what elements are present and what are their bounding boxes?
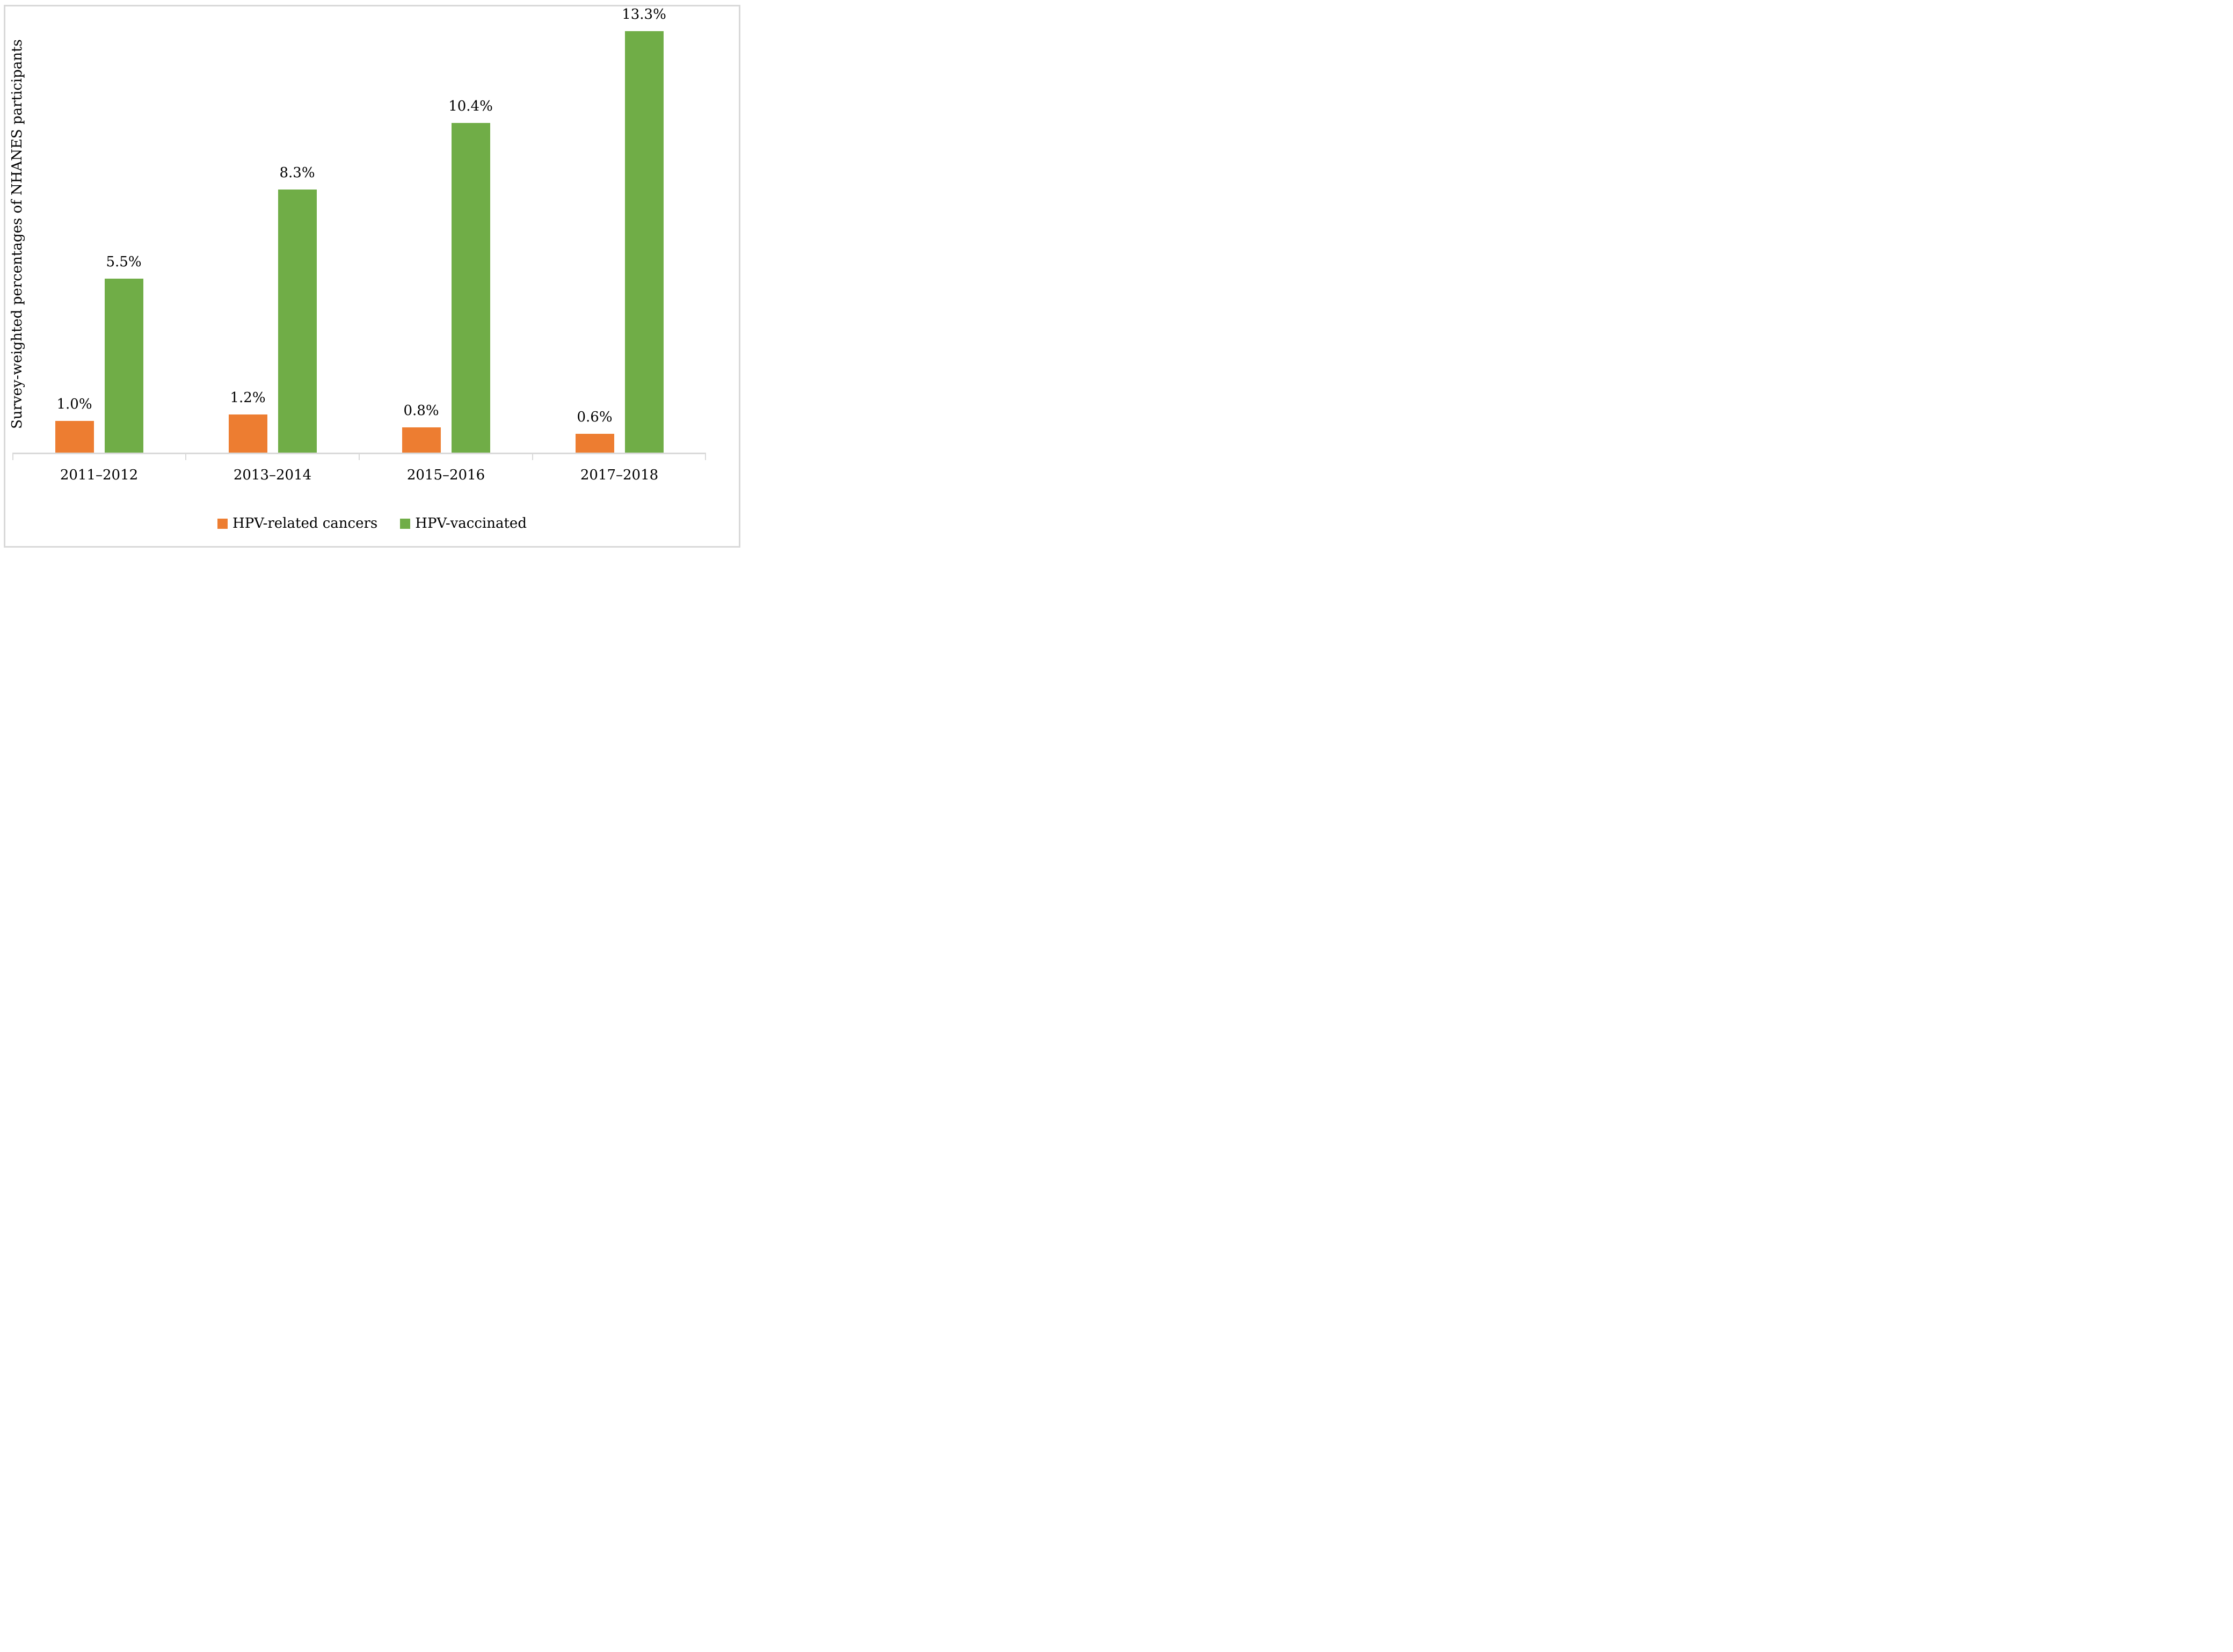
x-axis-tick — [532, 453, 533, 460]
bar-value-label: 13.3% — [622, 6, 666, 23]
x-axis-label: 2017–2018 — [580, 467, 659, 483]
bar-hpv-related-cancers — [55, 421, 94, 453]
bar-value-label: 10.4% — [448, 98, 493, 115]
bar-value-label: 1.0% — [56, 396, 92, 412]
x-axis-tick — [705, 453, 706, 460]
legend-swatch-hpv-related-cancers-icon — [217, 519, 228, 529]
figure: Survey-weighted percentages of NHANES pa… — [0, 0, 744, 551]
bar-hpv-vaccinated — [451, 123, 490, 453]
legend-swatch-hpv-vaccinated-icon — [400, 519, 411, 529]
legend-item-hpv-related-cancers: HPV-related cancers — [217, 515, 377, 532]
x-axis-tick — [12, 453, 13, 460]
bar-value-label: 1.2% — [230, 390, 266, 406]
x-axis-tick — [359, 453, 360, 460]
bar-hpv-related-cancers — [402, 427, 441, 453]
bar-hpv-related-cancers — [575, 433, 614, 453]
x-axis-label: 2011–2012 — [60, 467, 139, 483]
x-axis-label: 2015–2016 — [406, 467, 485, 483]
bar-hpv-vaccinated — [104, 278, 143, 453]
chart-plot-area: 1.0% 1.2% 0.8% 0.6% 5.5% 8.3% 10.4% 13.3% 2011–… — [12, 6, 706, 483]
bar-hpv-related-cancers — [228, 414, 267, 453]
bar-value-label: 0.8% — [403, 402, 439, 419]
bar-value-label: 0.6% — [577, 409, 613, 425]
bar-value-label: 5.5% — [106, 253, 142, 270]
legend-label: HPV-vaccinated — [415, 515, 527, 532]
bar-value-label: 8.3% — [279, 165, 315, 181]
legend-item-hpv-vaccinated: HPV-vaccinated — [400, 515, 527, 532]
x-axis-label: 2013–2014 — [233, 467, 312, 483]
legend-label: HPV-related cancers — [232, 515, 378, 532]
x-axis-tick — [185, 453, 186, 460]
bar-hpv-vaccinated — [278, 190, 317, 453]
bar-hpv-vaccinated — [624, 31, 664, 453]
legend: HPV-related cancers HPV-vaccinated — [0, 515, 744, 532]
